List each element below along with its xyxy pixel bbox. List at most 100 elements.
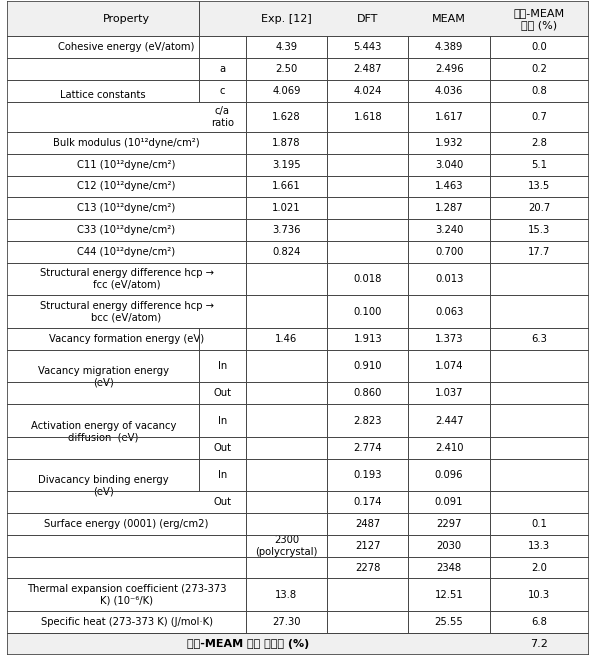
Text: 2348: 2348 — [437, 562, 462, 573]
Bar — [8, 132, 589, 154]
Text: C33 (10¹²dyne/cm²): C33 (10¹²dyne/cm²) — [77, 225, 176, 235]
Text: 2.0: 2.0 — [531, 562, 547, 573]
Text: 1.287: 1.287 — [435, 203, 463, 213]
Text: c: c — [219, 86, 225, 96]
Text: 4.069: 4.069 — [272, 86, 301, 96]
Text: 4.389: 4.389 — [435, 42, 463, 52]
Text: 1.617: 1.617 — [435, 112, 464, 122]
Text: 2127: 2127 — [355, 541, 381, 551]
Bar — [8, 328, 589, 350]
Text: Thermal expansion coefficient (273-373
K) (10⁻⁶/K): Thermal expansion coefficient (273-373 K… — [27, 584, 227, 605]
Text: 0.1: 0.1 — [531, 519, 547, 529]
Bar — [8, 176, 589, 197]
Text: Vacancy migration energy
(eV): Vacancy migration energy (eV) — [38, 366, 169, 388]
Text: 3.040: 3.040 — [435, 159, 463, 170]
Text: 2.410: 2.410 — [435, 443, 463, 453]
Text: 0.910: 0.910 — [353, 361, 382, 371]
Text: 0.096: 0.096 — [435, 470, 463, 480]
Text: 0.100: 0.100 — [353, 306, 382, 317]
Text: Vacancy formation energy (eV): Vacancy formation energy (eV) — [49, 334, 204, 344]
Text: DFT: DFT — [357, 14, 378, 24]
Bar — [8, 219, 589, 241]
Text: 실험-MEAM
오차 (%): 실험-MEAM 오차 (%) — [514, 8, 565, 30]
Bar — [8, 382, 589, 404]
Bar — [8, 262, 589, 295]
Text: 0.8: 0.8 — [532, 86, 547, 96]
Text: 0.7: 0.7 — [531, 112, 547, 122]
Text: Bulk modulus (10¹²dyne/cm²): Bulk modulus (10¹²dyne/cm²) — [53, 138, 200, 148]
Text: Out: Out — [214, 388, 231, 398]
Text: 0.860: 0.860 — [353, 388, 382, 398]
Text: In: In — [218, 361, 227, 371]
Text: 3.195: 3.195 — [272, 159, 301, 170]
Text: Out: Out — [214, 497, 231, 507]
Text: 6.8: 6.8 — [531, 617, 547, 627]
Text: 13.5: 13.5 — [528, 182, 550, 192]
Text: 17.7: 17.7 — [528, 247, 550, 256]
Bar — [8, 491, 589, 513]
Bar — [8, 154, 589, 176]
Text: 1.932: 1.932 — [435, 138, 463, 148]
Text: 4.036: 4.036 — [435, 86, 463, 96]
Text: 1.373: 1.373 — [435, 334, 463, 344]
Text: C11 (10¹²dyne/cm²): C11 (10¹²dyne/cm²) — [77, 159, 176, 170]
Bar — [8, 633, 589, 655]
Text: 0.0: 0.0 — [532, 42, 547, 52]
Text: a: a — [219, 64, 225, 74]
Text: 2.8: 2.8 — [531, 138, 547, 148]
Text: 2.774: 2.774 — [353, 443, 382, 453]
Text: Exp. [12]: Exp. [12] — [261, 14, 312, 24]
Text: 13.3: 13.3 — [528, 541, 550, 551]
Text: Structural energy difference hcp →
bcc (eV/atom): Structural energy difference hcp → bcc (… — [40, 301, 214, 323]
Text: 0.174: 0.174 — [353, 497, 382, 507]
Text: 1.661: 1.661 — [272, 182, 301, 192]
Bar — [8, 611, 589, 633]
Text: 4.39: 4.39 — [276, 42, 297, 52]
Text: 1.878: 1.878 — [272, 138, 301, 148]
Text: In: In — [218, 415, 227, 426]
Text: 0.091: 0.091 — [435, 497, 463, 507]
Bar — [8, 404, 589, 437]
Text: Lattice constants: Lattice constants — [61, 90, 146, 100]
Text: C44 (10¹²dyne/cm²): C44 (10¹²dyne/cm²) — [77, 247, 176, 256]
Text: 3.736: 3.736 — [272, 225, 301, 235]
Text: 2.50: 2.50 — [276, 64, 297, 74]
Text: 2297: 2297 — [437, 519, 462, 529]
Text: C12 (10¹²dyne/cm²): C12 (10¹²dyne/cm²) — [77, 182, 176, 192]
Text: 25.55: 25.55 — [435, 617, 464, 627]
Text: 13.8: 13.8 — [276, 590, 297, 600]
Bar — [8, 80, 589, 102]
Text: Specific heat (273-373 K) (J/mol·K): Specific heat (273-373 K) (J/mol·K) — [41, 617, 212, 627]
Text: C13 (10¹²dyne/cm²): C13 (10¹²dyne/cm²) — [77, 203, 176, 213]
Bar — [8, 1, 589, 36]
Text: 7.2: 7.2 — [530, 639, 548, 649]
Text: 1.913: 1.913 — [353, 334, 382, 344]
Text: 1.618: 1.618 — [353, 112, 382, 122]
Text: 5.1: 5.1 — [531, 159, 547, 170]
Text: 2300
(polycrystal): 2300 (polycrystal) — [255, 535, 317, 556]
Text: 0.018: 0.018 — [353, 274, 382, 284]
Text: 4.024: 4.024 — [353, 86, 382, 96]
Text: 2.487: 2.487 — [353, 64, 382, 74]
Text: Surface energy (0001) (erg/cm2): Surface energy (0001) (erg/cm2) — [44, 519, 209, 529]
Bar — [8, 437, 589, 459]
Text: 2278: 2278 — [355, 562, 381, 573]
Bar — [8, 241, 589, 262]
Text: Cohesive energy (eV/atom): Cohesive energy (eV/atom) — [58, 42, 195, 52]
Bar — [8, 579, 589, 611]
Bar — [8, 102, 589, 132]
Bar — [8, 58, 589, 80]
Bar — [8, 350, 589, 382]
Bar — [8, 459, 589, 491]
Text: 1.074: 1.074 — [435, 361, 463, 371]
Text: 3.240: 3.240 — [435, 225, 463, 235]
Text: 2030: 2030 — [437, 541, 462, 551]
Text: 0.2: 0.2 — [531, 64, 547, 74]
Bar — [8, 295, 589, 328]
Text: 실험-MEAM 오자 평균값 (%): 실험-MEAM 오자 평균값 (%) — [188, 639, 310, 649]
Text: 0.013: 0.013 — [435, 274, 463, 284]
Text: MEAM: MEAM — [432, 14, 466, 24]
Text: Divacancy binding energy
(eV): Divacancy binding energy (eV) — [38, 475, 169, 497]
Text: 0.824: 0.824 — [272, 247, 300, 256]
Text: Activation energy of vacancy
diffusion  (eV): Activation energy of vacancy diffusion (… — [31, 420, 176, 442]
